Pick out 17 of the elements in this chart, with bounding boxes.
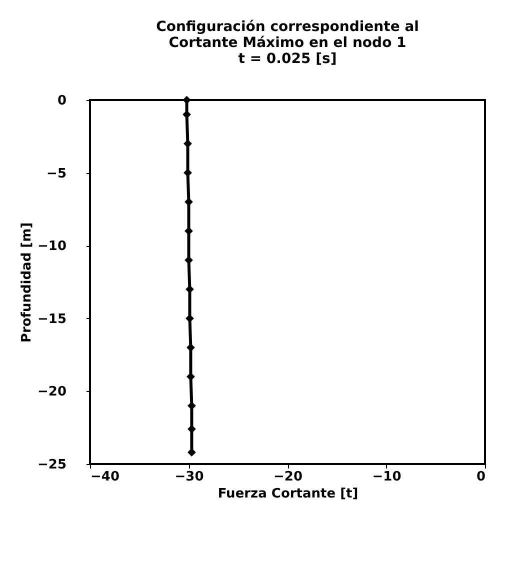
x-tick-label: 0 bbox=[476, 470, 486, 484]
point bbox=[188, 448, 196, 457]
y-axis-title: Profundidad [m] bbox=[20, 222, 35, 343]
y-tick-label: −10 bbox=[38, 239, 66, 254]
y-tick-label: −25 bbox=[38, 458, 66, 472]
x-tick-label: −10 bbox=[372, 470, 402, 484]
x-tick-label: −20 bbox=[274, 470, 302, 484]
x-axis-title: Fuerza Cortante [t] bbox=[218, 486, 358, 502]
point bbox=[186, 285, 194, 294]
y-tick-label: −20 bbox=[38, 384, 66, 400]
y-tick-label: −5 bbox=[46, 166, 66, 182]
x-tick-label: −30 bbox=[174, 470, 204, 484]
x-tick-label: −40 bbox=[90, 470, 120, 484]
y-tick-label: 0 bbox=[57, 94, 66, 108]
y-tick-label: −15 bbox=[38, 312, 66, 327]
chart-title: Configuración correspondiente al Cortante Máximo en el nodo 1 t = 0.025 [s] bbox=[156, 19, 419, 67]
point bbox=[184, 168, 192, 177]
